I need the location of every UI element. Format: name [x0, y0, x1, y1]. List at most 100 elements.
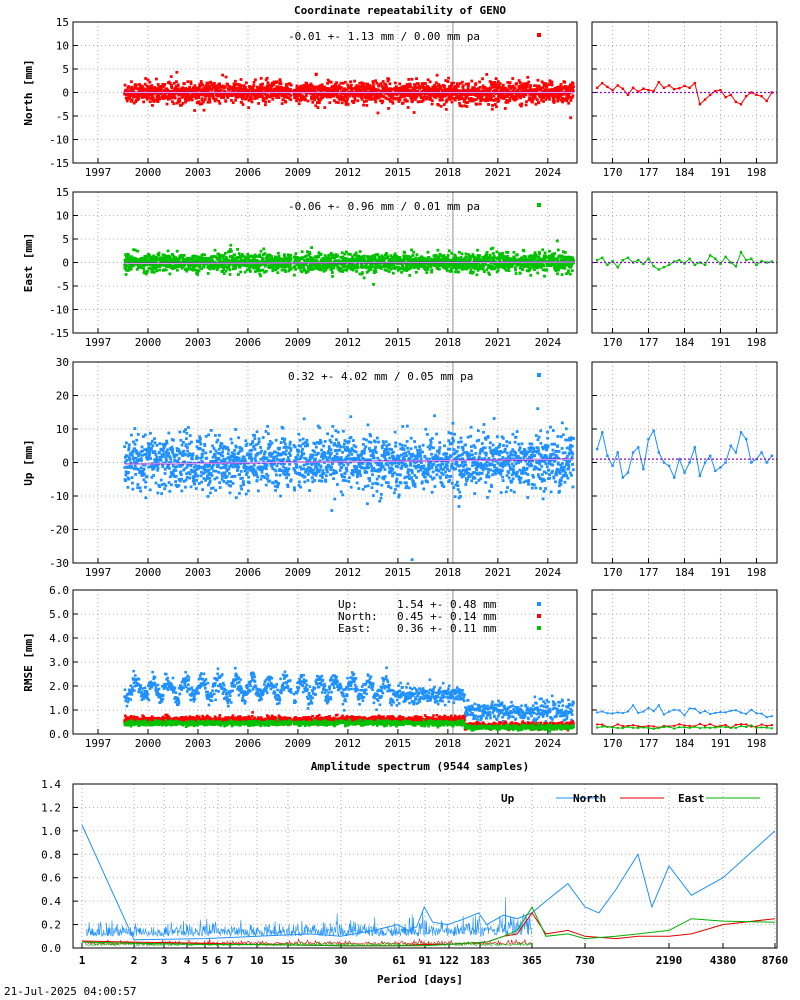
data-point: [154, 87, 158, 90]
data-point: [461, 263, 465, 267]
data-point: [156, 468, 160, 472]
recent-data-point: [755, 93, 758, 97]
data-point: [556, 248, 560, 252]
data-point: [158, 442, 162, 445]
x-tick-label-year: 2021: [485, 566, 512, 579]
data-point: [433, 85, 437, 88]
data-point: [176, 87, 180, 91]
data-point: [443, 257, 447, 261]
data-point: [498, 82, 502, 85]
data-point: [461, 85, 465, 89]
data-point: [261, 82, 265, 86]
data-point: [396, 96, 399, 100]
data-point: [186, 80, 190, 84]
data-point: [125, 454, 129, 458]
data-point: [365, 270, 369, 274]
data-point: [226, 96, 230, 99]
data-point: [474, 98, 478, 101]
recent-data-point: [621, 258, 625, 262]
data-point: [164, 254, 168, 258]
data-point: [526, 259, 529, 263]
data-point: [407, 94, 411, 97]
data-point: [450, 251, 454, 255]
data-point: [383, 253, 387, 257]
data-point: [309, 82, 313, 86]
data-point: [172, 102, 176, 106]
data-point: [533, 95, 537, 99]
data-point: [382, 95, 386, 99]
data-point: [571, 87, 575, 91]
data-point: [153, 441, 157, 445]
data-point: [447, 96, 451, 100]
data-point: [564, 88, 568, 92]
stats-label: -0.06 +- 0.96 mm / 0.01 mm pa: [288, 200, 480, 213]
data-point: [444, 100, 448, 104]
data-point: [360, 271, 364, 274]
data-point: [411, 254, 415, 257]
data-point: [362, 259, 366, 263]
data-point: [275, 80, 279, 84]
data-point: [158, 485, 162, 489]
data-point: [501, 83, 505, 87]
data-point: [322, 266, 326, 270]
data-point: [278, 78, 282, 82]
data-point: [320, 94, 324, 98]
y-tick-label: -15: [49, 157, 69, 170]
data-point: [174, 85, 178, 88]
data-point: [450, 84, 453, 88]
x-tick-label-doy: 170: [603, 166, 623, 179]
data-point: [191, 88, 194, 92]
data-point: [137, 453, 141, 457]
data-point: [224, 75, 228, 79]
data-point: [532, 97, 536, 101]
data-point: [156, 98, 159, 102]
data-point: [432, 86, 436, 90]
data-point: [325, 262, 329, 266]
data-point: [485, 253, 489, 257]
data-point: [244, 97, 248, 101]
data-point: [518, 87, 522, 91]
recent-data-point: [616, 266, 619, 269]
data-point: [263, 270, 267, 274]
data-point: [161, 253, 165, 257]
data-point: [376, 88, 380, 92]
data-point: [358, 250, 362, 253]
data-point: [472, 255, 476, 259]
data-point: [455, 82, 459, 86]
data-point: [547, 83, 551, 86]
data-point: [265, 96, 268, 100]
data-point: [156, 466, 160, 470]
data-point: [563, 266, 567, 270]
data-point: [422, 88, 425, 92]
data-point: [131, 481, 134, 485]
x-tick-label-year: 2006: [235, 166, 262, 179]
data-point: [393, 253, 396, 257]
data-point: [149, 87, 152, 91]
data-point: [423, 262, 427, 266]
data-point: [530, 98, 534, 102]
data-point: [208, 84, 212, 88]
data-point: [351, 255, 354, 259]
data-point: [501, 95, 504, 99]
data-point: [462, 88, 466, 92]
data-point: [208, 95, 211, 98]
recent-data-point: [688, 257, 691, 260]
data-point: [270, 255, 274, 258]
data-point: [152, 257, 156, 260]
data-point: [321, 259, 324, 262]
data-point: [194, 254, 198, 258]
data-point: [359, 259, 363, 263]
data-point: [526, 265, 530, 268]
data-point: [294, 268, 297, 271]
data-point: [406, 263, 410, 267]
data-point: [548, 254, 552, 258]
data-point: [456, 89, 460, 93]
data-point: [172, 255, 176, 258]
data-point: [246, 268, 249, 272]
data-point: [316, 106, 320, 109]
data-point: [310, 256, 314, 260]
data-point: [485, 73, 489, 76]
data-point: [144, 94, 148, 97]
data-point: [162, 84, 166, 88]
x-tick-label-year: 1997: [85, 566, 112, 579]
